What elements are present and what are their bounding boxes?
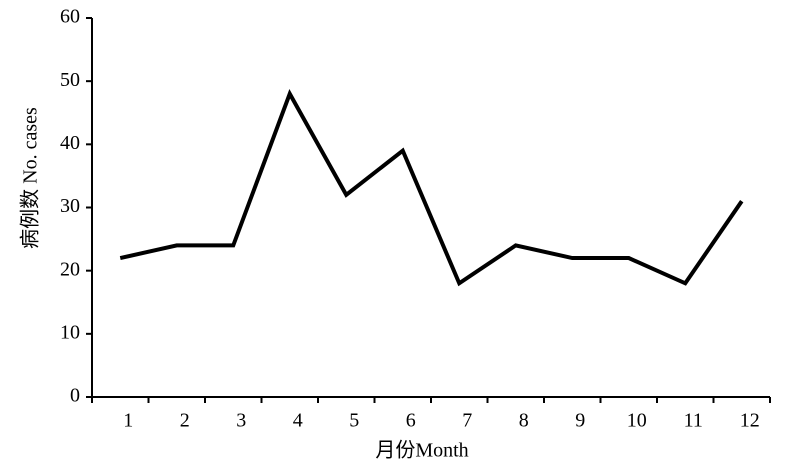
y-axis-label: 病例数 No. cases: [19, 107, 42, 249]
x-tick-label: 11: [684, 410, 703, 432]
x-tick-label: 8: [519, 410, 529, 432]
x-tick-label: 4: [293, 410, 303, 432]
x-tick-label: 9: [575, 410, 585, 432]
y-tick-label: 0: [70, 385, 80, 407]
x-tick-label: 2: [180, 410, 190, 432]
y-tick-label: 60: [60, 6, 80, 28]
x-tick-label: 3: [236, 410, 246, 432]
x-tick-label: 10: [627, 410, 647, 432]
y-tick-label: 50: [60, 69, 80, 91]
y-tick-label: 40: [60, 132, 80, 154]
data-line: [119, 89, 744, 287]
x-tick-label: 12: [740, 410, 760, 432]
x-tick-label: 1: [123, 410, 133, 432]
x-tick-label: 5: [349, 410, 359, 432]
y-tick-label: 30: [60, 195, 80, 217]
x-axis-label: 月份Month: [375, 439, 468, 462]
y-tick-label: 20: [60, 258, 80, 280]
y-tick-label: 10: [60, 321, 80, 343]
x-tick-label: 7: [462, 410, 472, 432]
x-tick-label: 6: [406, 410, 416, 432]
